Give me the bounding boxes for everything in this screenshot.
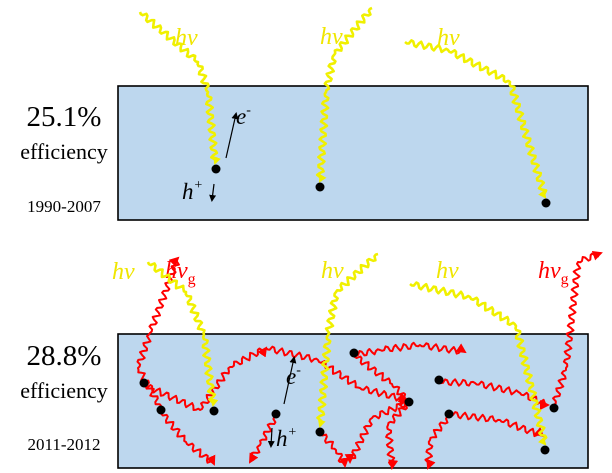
incident-photon (316, 252, 379, 428)
bottom-carrier-dots (139, 348, 559, 455)
bottom-years: 2011-2012 (27, 435, 100, 454)
bottom-efficiency-word: efficiency (20, 378, 108, 403)
incident-photon (409, 281, 548, 446)
top-panel: 25.1% efficiency 1990-2007 hν hν hν e- h… (20, 6, 589, 221)
incident-photon (146, 261, 219, 407)
recycled-photon (353, 341, 467, 357)
bottom-carrier-dot (156, 405, 166, 415)
top-hole-label: h+ (182, 178, 203, 204)
recycled-photon (438, 378, 550, 410)
recycled-photon (265, 345, 409, 407)
recycled-photon (424, 415, 450, 470)
recycled-photon (344, 400, 410, 464)
bottom-carrier-dot (139, 378, 149, 388)
bottom-photon-label-2: hν (321, 258, 344, 284)
bottom-carrier-dot (404, 397, 414, 407)
bottom-carrier-dot (271, 409, 281, 419)
top-years: 1990-2007 (27, 197, 101, 216)
bottom-carrier-dot (209, 406, 219, 416)
bottom-panel: 28.8% efficiency 2011-2012 hν hν hν hνg … (20, 250, 603, 470)
recycled-photon (143, 346, 268, 411)
bottom-efficiency-value: 28.8% (27, 340, 102, 372)
top-photon-label-3: hν (437, 25, 460, 51)
bottom-recycled-photons (136, 250, 603, 470)
top-electron-label: e- (236, 103, 251, 129)
recycled-photon (249, 415, 277, 464)
bottom-photon-label-1: hν (112, 259, 135, 285)
recycled-photon (385, 401, 410, 470)
bottom-photon-label-3: hν (436, 258, 459, 284)
bottom-carrier-dot (549, 403, 559, 413)
bottom-electron-arrow (283, 356, 297, 405)
top-carrier-dot-2 (315, 182, 325, 192)
bottom-carrier-dot (434, 375, 444, 385)
bottom-carrier-dot (315, 427, 325, 437)
top-cell-slab (117, 85, 589, 221)
bottom-incident-photons (146, 252, 548, 446)
incident-photon (315, 6, 373, 183)
top-carrier-dot-3 (541, 198, 551, 208)
recycled-photon (448, 411, 545, 438)
top-photon-label-1: hν (175, 25, 198, 51)
recycled-photon (353, 354, 409, 403)
bottom-emitted-label-right: hνg (538, 258, 569, 288)
top-electron-arrow (225, 112, 239, 159)
top-efficiency-word: efficiency (20, 139, 108, 164)
top-photon-label-2: hν (320, 24, 343, 50)
incident-photon (138, 11, 221, 165)
recycled-photon (319, 431, 349, 468)
bottom-carrier-dot (540, 445, 550, 455)
top-efficiency-value: 25.1% (27, 101, 102, 133)
bottom-hole-label: h+ (276, 425, 297, 451)
top-hole-arrow (209, 183, 217, 202)
bottom-hole-arrow (267, 427, 275, 448)
recycled-photon (160, 411, 216, 466)
recycled-photon (552, 250, 603, 406)
top-carrier-dot-1 (211, 164, 221, 174)
bottom-electron-label: e- (286, 363, 301, 389)
top-incident-photons (138, 6, 548, 199)
incident-photon (404, 39, 548, 199)
bottom-carrier-dot (349, 348, 359, 358)
bottom-carrier-dot (444, 409, 454, 419)
